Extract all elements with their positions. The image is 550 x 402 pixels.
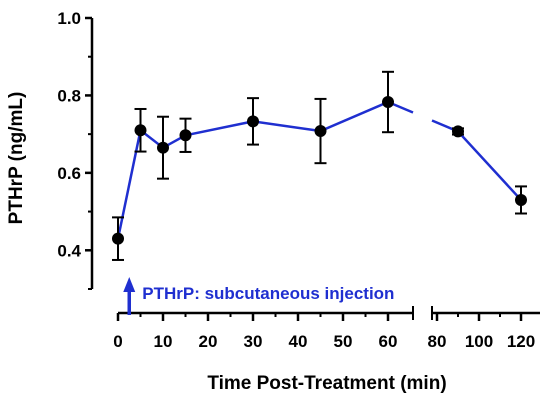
series-line-segment — [116, 130, 142, 239]
series-line-segment — [320, 100, 389, 133]
data-point — [134, 124, 147, 137]
x-axis-title: Time Post-Treatment (min) — [207, 373, 446, 394]
annotation-text: PTHrP: subcutaneous injection — [142, 284, 394, 303]
x-tick-label: 120 — [507, 332, 535, 351]
data-point — [382, 96, 394, 109]
data-point — [515, 193, 527, 206]
x-tick-label: 50 — [334, 332, 353, 351]
series-line-segment — [185, 120, 254, 137]
data-series — [112, 70, 527, 261]
x-tick-label: 0 — [113, 332, 122, 351]
data-point — [247, 115, 259, 128]
data-point — [179, 129, 192, 142]
annotation: PTHrP: subcutaneous injection — [123, 277, 394, 315]
x-tick-label: 10 — [154, 332, 173, 351]
x-tick-label: 40 — [289, 332, 308, 351]
y-axis-title: PTHrP (ng/mL) — [6, 92, 27, 225]
y-tick-label: 1.0 — [57, 9, 81, 28]
data-point — [452, 125, 464, 138]
y-tick-label: 0.4 — [57, 241, 81, 260]
y-tick-label: 0.6 — [57, 164, 81, 183]
x-tick-label: 20 — [199, 332, 218, 351]
x-tick-label: 100 — [465, 332, 493, 351]
annotation-arrow-head — [123, 277, 136, 292]
series-line-segment — [457, 130, 522, 201]
x-tick-label: 30 — [244, 332, 263, 351]
data-point — [112, 232, 124, 245]
x-tick-label: 80 — [428, 332, 447, 351]
series-line-segment — [252, 120, 321, 133]
y-tick-label: 0.8 — [57, 86, 81, 105]
data-point — [314, 125, 327, 138]
x-tick-label: 60 — [379, 332, 398, 351]
axes: 0.4 0.6 0.8 1.0 0 10 20 30 40 50 60 80 100 120 — [57, 9, 540, 351]
data-point — [157, 141, 169, 154]
